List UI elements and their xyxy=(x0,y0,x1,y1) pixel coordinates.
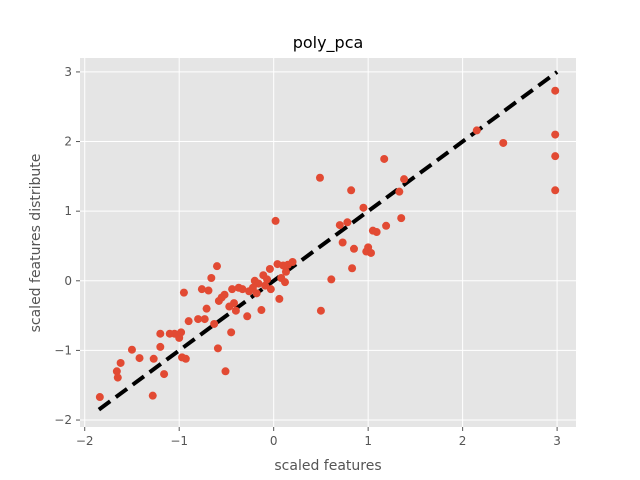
y-tick-label: 2 xyxy=(64,135,72,149)
chart-title: poly_pca xyxy=(293,33,364,53)
scatter-point xyxy=(210,319,219,328)
scatter-point xyxy=(113,373,122,382)
scatter-point xyxy=(551,186,560,195)
scatter-point xyxy=(207,274,216,283)
y-tick-label: −2 xyxy=(54,413,72,427)
y-tick-label: 3 xyxy=(64,65,72,79)
scatter-point xyxy=(327,275,336,284)
scatter-point xyxy=(213,344,222,353)
scatter-point xyxy=(551,86,560,95)
x-tick-label: 1 xyxy=(364,434,372,448)
scatter-point xyxy=(499,138,508,147)
scatter-point xyxy=(382,221,391,230)
y-axis-label: scaled features distribute xyxy=(28,154,44,333)
scatter-point xyxy=(271,216,280,225)
scatter-point xyxy=(228,285,237,294)
scatter-point xyxy=(347,186,356,195)
x-tick-label: 0 xyxy=(270,434,278,448)
scatter-point xyxy=(265,264,274,273)
scatter-point xyxy=(202,304,211,313)
scatter-point xyxy=(348,264,357,273)
scatter-point xyxy=(243,312,252,321)
scatter-point xyxy=(281,278,290,287)
scatter-point xyxy=(112,367,121,376)
scatter-point xyxy=(204,286,213,295)
scatter-point xyxy=(400,175,409,184)
y-tick-label: −1 xyxy=(54,343,72,357)
scatter-point xyxy=(254,279,263,288)
scatter-point xyxy=(252,289,261,298)
scatter-point xyxy=(227,328,236,337)
x-tick-label: −1 xyxy=(170,434,188,448)
scatter-point xyxy=(229,299,238,308)
y-tick-labels: −2 −1 0 1 2 3 xyxy=(54,65,72,427)
scatter-point xyxy=(372,228,381,237)
scatter-point xyxy=(266,285,275,294)
scatter-point xyxy=(397,214,406,223)
scatter-point xyxy=(231,306,240,315)
scatter-point xyxy=(156,342,165,351)
y-tick-label: 0 xyxy=(64,274,72,288)
x-tick-label: −2 xyxy=(76,434,94,448)
scatter-point xyxy=(148,391,157,400)
scatter-point xyxy=(349,244,358,253)
scatter-point xyxy=(95,393,104,402)
reference-line xyxy=(97,70,559,412)
scatter-point xyxy=(212,262,221,271)
scatter-point xyxy=(200,315,209,324)
y-tick-label: 1 xyxy=(64,204,72,218)
x-tick-label: 2 xyxy=(459,434,467,448)
scatter-point xyxy=(366,248,375,257)
grid-lines xyxy=(80,58,576,427)
scatter-point xyxy=(238,285,247,294)
data-points xyxy=(95,86,560,402)
scatter-point xyxy=(179,288,188,297)
scatter-point xyxy=(135,354,144,363)
scatter-point xyxy=(338,238,347,247)
scatter-point xyxy=(551,152,560,161)
scatter-point xyxy=(149,354,158,363)
scatter-point xyxy=(281,267,290,276)
reference-line-group xyxy=(97,70,559,412)
scatter-point xyxy=(194,315,203,324)
scatter-point xyxy=(220,290,229,299)
scatter-point xyxy=(116,358,125,367)
x-tick-label: 3 xyxy=(553,434,561,448)
scatter-point xyxy=(184,317,193,326)
scatter-point xyxy=(359,203,368,212)
scatter-point xyxy=(275,294,284,303)
scatter-point xyxy=(263,275,272,284)
scatter-point xyxy=(221,367,230,376)
scatter-point xyxy=(156,329,165,338)
tick-marks xyxy=(76,71,558,431)
scatter-point xyxy=(160,370,169,379)
scatter-point xyxy=(177,328,186,337)
scatter-point xyxy=(343,218,352,227)
scatter-point xyxy=(395,187,404,196)
x-axis-label: scaled features xyxy=(274,458,381,474)
x-tick-labels: −2 −1 0 1 2 3 xyxy=(76,434,561,448)
scatter-point xyxy=(181,354,190,363)
scatter-point xyxy=(316,306,325,315)
scatter-point xyxy=(197,285,206,294)
scatter-point xyxy=(127,345,136,354)
scatter-point xyxy=(551,130,560,139)
scatter-point xyxy=(288,257,297,266)
scatter-point xyxy=(335,221,344,230)
scatter-point xyxy=(257,306,266,315)
scatter-point xyxy=(472,126,481,135)
scatter-point xyxy=(380,154,389,163)
scatter-point xyxy=(315,173,324,182)
